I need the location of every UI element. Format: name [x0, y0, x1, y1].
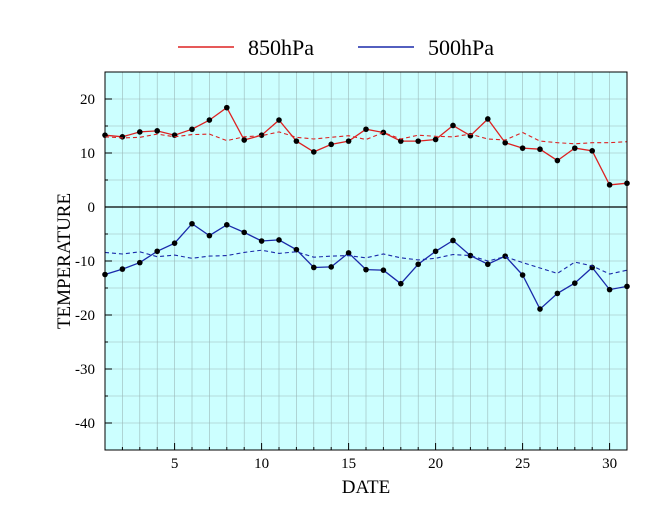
data-point-850hPa — [154, 128, 160, 134]
data-point-500hPa — [467, 252, 474, 259]
data-point-500hPa — [293, 246, 300, 253]
y-tick-label: 0 — [88, 200, 96, 216]
data-point-850hPa — [398, 138, 404, 144]
data-point-500hPa — [380, 267, 387, 273]
data-point-850hPa — [293, 138, 300, 144]
x-tick-label: 25 — [515, 456, 530, 472]
x-tick-label: 5 — [171, 456, 179, 472]
data-point-850hPa — [432, 136, 439, 143]
data-point-850hPa — [311, 149, 317, 155]
data-point-500hPa — [398, 280, 404, 287]
data-point-850hPa — [345, 138, 352, 144]
data-point-500hPa — [189, 220, 195, 227]
series-line-850hPa-climatology — [104, 131, 628, 145]
y-tick-label: -40 — [75, 416, 95, 432]
data-point-500hPa — [554, 290, 561, 297]
x-tick-label: 30 — [602, 456, 617, 472]
data-point-850hPa — [363, 126, 369, 133]
data-point-850hPa — [415, 138, 422, 144]
data-point-500hPa — [363, 266, 369, 273]
data-point-500hPa — [328, 264, 335, 270]
data-point-850hPa — [519, 145, 526, 151]
data-point-850hPa — [119, 134, 126, 140]
data-point-850hPa — [589, 148, 595, 154]
data-point-850hPa — [450, 122, 456, 129]
data-point-500hPa — [415, 261, 422, 268]
data-point-500hPa — [137, 259, 143, 266]
data-point-850hPa — [258, 132, 265, 138]
data-point-500hPa — [485, 261, 491, 268]
legend-label-850hPa: 850hPa — [248, 35, 314, 60]
series-line-500hPa-climatology — [104, 249, 628, 275]
y-tick-label: -20 — [75, 308, 95, 324]
data-point-850hPa — [572, 145, 578, 151]
data-point-500hPa — [311, 264, 317, 271]
data-point-850hPa — [206, 117, 213, 123]
data-point-850hPa — [554, 157, 561, 164]
data-point-500hPa — [154, 248, 160, 255]
data-point-500hPa — [572, 280, 578, 286]
y-tick-label: 20 — [80, 92, 95, 108]
data-point-850hPa — [224, 104, 230, 111]
data-point-500hPa — [276, 237, 282, 243]
data-point-500hPa — [171, 240, 178, 246]
data-point-850hPa — [537, 146, 543, 153]
series-layer — [102, 104, 630, 312]
data-point-500hPa — [432, 248, 439, 255]
data-point-500hPa — [537, 306, 543, 312]
data-point-850hPa — [328, 141, 335, 148]
x-axis-label: DATE — [342, 477, 391, 498]
y-tick-label: -10 — [75, 254, 95, 270]
data-point-850hPa — [485, 116, 491, 122]
data-point-500hPa — [606, 286, 613, 293]
data-point-500hPa — [345, 250, 352, 256]
data-point-850hPa — [137, 129, 143, 135]
data-point-500hPa — [450, 237, 456, 244]
x-tick-label: 15 — [341, 456, 356, 472]
data-point-500hPa — [119, 266, 126, 272]
data-point-850hPa — [502, 139, 509, 146]
y-tick-label: 10 — [80, 146, 95, 162]
data-point-500hPa — [206, 232, 213, 239]
data-point-500hPa — [519, 272, 526, 278]
data-point-850hPa — [276, 117, 282, 123]
x-tick-label: 20 — [428, 456, 443, 472]
y-axis-label: TEMPERATURE — [54, 193, 75, 329]
data-point-500hPa — [258, 238, 265, 244]
y-tick-label: -30 — [75, 362, 95, 378]
x-tick-label: 10 — [254, 456, 269, 472]
axis-ticks: 5 10 15 20 25 30 -40 -30 -20 -10 0 10 20 — [75, 71, 628, 472]
data-point-500hPa — [241, 229, 247, 236]
data-point-500hPa — [224, 222, 230, 228]
data-point-850hPa — [189, 126, 195, 133]
data-point-850hPa — [241, 137, 247, 143]
data-point-850hPa — [606, 182, 613, 188]
legend-label-500hPa: 500hPa — [428, 35, 494, 60]
legend: 850hPa 500hPa — [178, 35, 494, 60]
